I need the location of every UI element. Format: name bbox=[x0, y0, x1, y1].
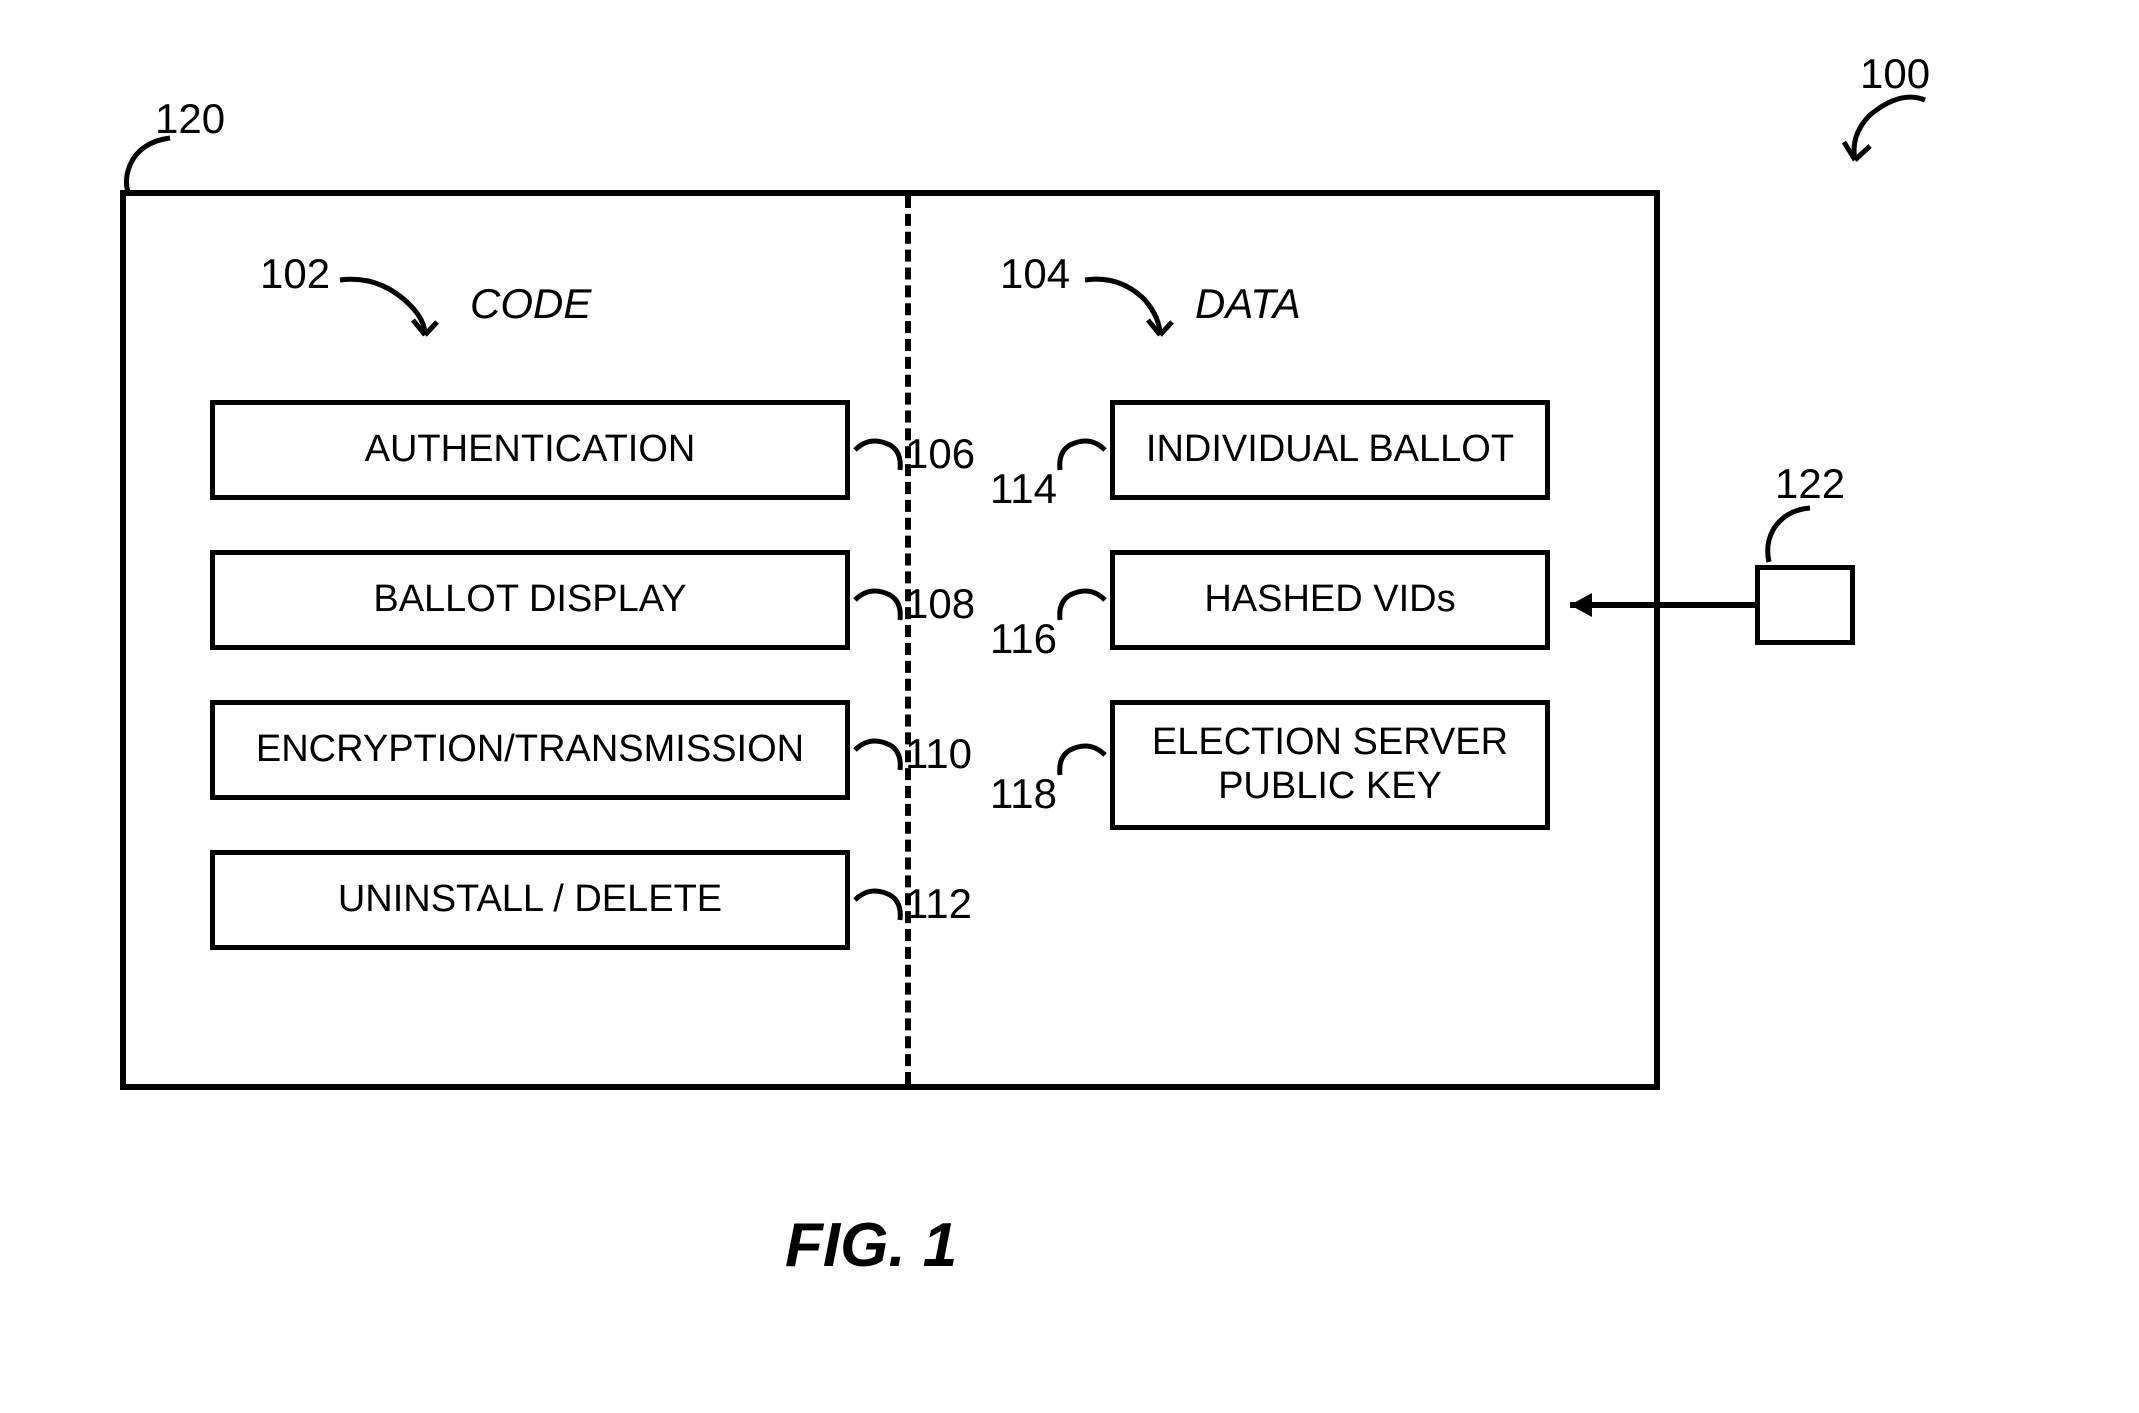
ref-102: 102 bbox=[260, 250, 330, 298]
ref-110: 110 bbox=[905, 730, 972, 778]
code-section-title: CODE bbox=[470, 280, 591, 328]
ref-116: 116 bbox=[990, 615, 1057, 663]
code-box-encryption: ENCRYPTION/TRANSMISSION bbox=[210, 700, 850, 800]
ref-118: 118 bbox=[990, 770, 1057, 818]
code-box-uninstall: UNINSTALL / DELETE bbox=[210, 850, 850, 950]
section-divider bbox=[905, 196, 911, 1084]
ref-100: 100 bbox=[1860, 50, 1930, 98]
figure-canvas: 100 120 102 CODE 104 DATA AUTHENTICATION… bbox=[0, 0, 2139, 1413]
figure-caption: FIG. 1 bbox=[785, 1210, 957, 1281]
data-section-title: DATA bbox=[1195, 280, 1301, 328]
ref-120: 120 bbox=[155, 95, 225, 143]
data-box-label: ELECTION SERVER PUBLIC KEY bbox=[1152, 721, 1508, 808]
code-box-label: BALLOT DISPLAY bbox=[373, 578, 686, 622]
ref-104: 104 bbox=[1000, 250, 1070, 298]
code-box-ballot-display: BALLOT DISPLAY bbox=[210, 550, 850, 650]
data-box-individual-ballot: INDIVIDUAL BALLOT bbox=[1110, 400, 1550, 500]
ref-122: 122 bbox=[1775, 460, 1845, 508]
ref-106: 106 bbox=[905, 430, 975, 478]
data-box-election-key: ELECTION SERVER PUBLIC KEY bbox=[1110, 700, 1550, 830]
ref-114: 114 bbox=[990, 465, 1057, 513]
leader-122 bbox=[1755, 500, 1825, 570]
external-box-122 bbox=[1755, 565, 1855, 645]
ref-112: 112 bbox=[905, 880, 972, 928]
code-box-label: ENCRYPTION/TRANSMISSION bbox=[256, 728, 804, 772]
code-box-label: UNINSTALL / DELETE bbox=[338, 878, 722, 922]
data-box-label: INDIVIDUAL BALLOT bbox=[1146, 428, 1514, 472]
data-box-label: HASHED VIDs bbox=[1204, 578, 1455, 622]
code-box-label: AUTHENTICATION bbox=[365, 428, 696, 472]
ref-108: 108 bbox=[905, 580, 975, 628]
code-box-authentication: AUTHENTICATION bbox=[210, 400, 850, 500]
data-box-hashed-vids: HASHED VIDs bbox=[1110, 550, 1550, 650]
